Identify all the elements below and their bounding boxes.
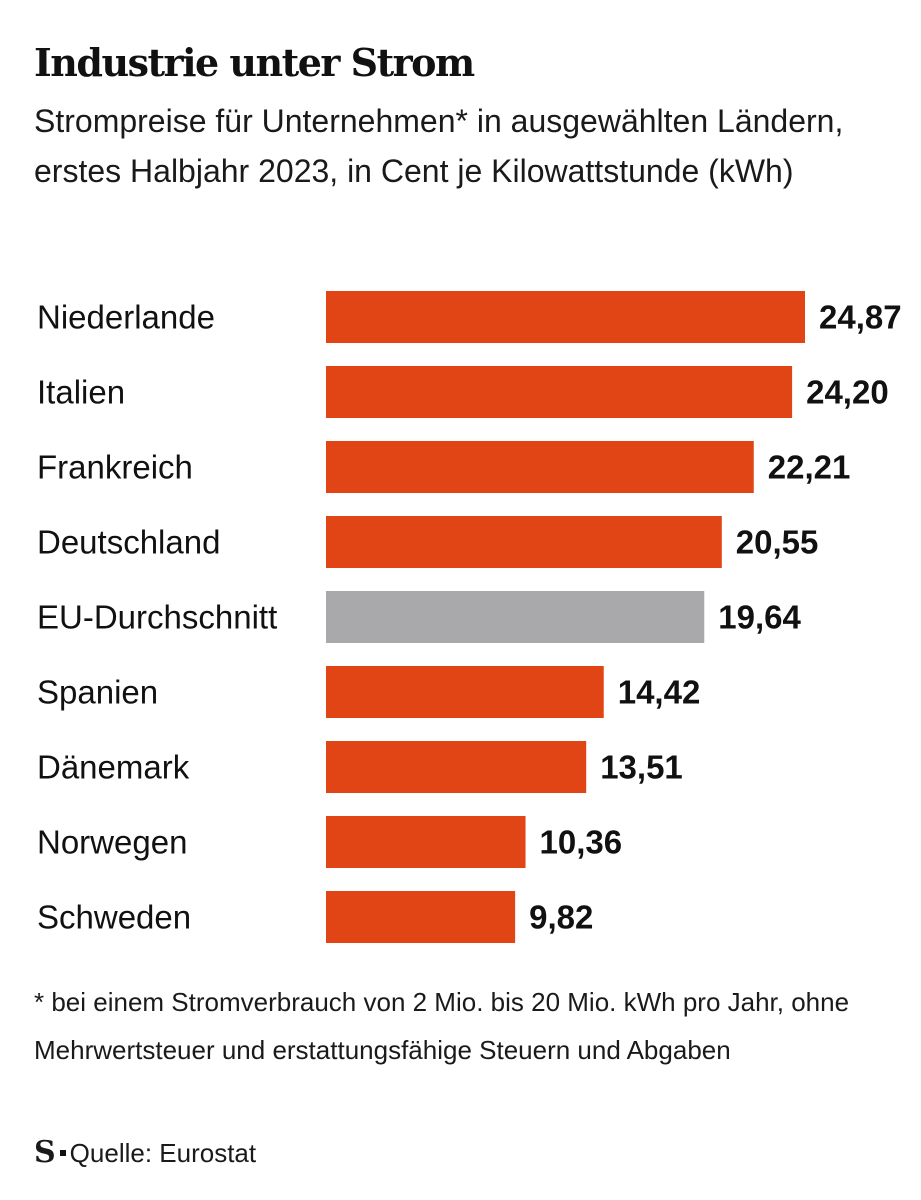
source-line: S Quelle: Eurostat [34, 1133, 256, 1173]
category-label: Spanien [37, 674, 158, 711]
chart-title: Industrie unter Strom [34, 40, 475, 85]
category-label: EU-Durchschnitt [37, 599, 277, 636]
chart-subtitle: Strompreise für Unternehmen* in ausgewäh… [34, 103, 844, 189]
bar [326, 891, 516, 943]
bar [326, 816, 526, 868]
bar [326, 516, 722, 568]
value-label: 24,87 [819, 299, 902, 336]
value-label: 24,20 [806, 374, 889, 411]
source-text: Quelle: Eurostat [69, 1138, 257, 1168]
bar [326, 291, 805, 343]
value-label: 13,51 [600, 749, 683, 786]
bar-chart: Niederlande 24,87 Italien 24,20 Frankreich 22… [37, 291, 902, 943]
value-label: 20,55 [736, 524, 819, 561]
bar [326, 741, 587, 793]
bar [326, 591, 705, 643]
bar [326, 441, 754, 493]
value-label: 22,21 [768, 449, 851, 486]
category-label: Norwegen [37, 824, 187, 861]
category-label: Deutschland [37, 524, 220, 561]
category-label: Niederlande [37, 299, 215, 336]
value-label: 14,42 [618, 674, 701, 711]
category-label: Frankreich [37, 449, 193, 486]
bar [326, 666, 604, 718]
value-label: 9,82 [529, 899, 593, 936]
category-label: Dänemark [37, 749, 190, 786]
category-label: Schweden [37, 899, 191, 936]
logo-dot [59, 1150, 66, 1156]
value-label: 10,36 [540, 824, 623, 861]
value-label: 19,64 [718, 599, 801, 636]
footnote: * bei einem Stromverbrauch von 2 Mio. bi… [34, 987, 850, 1065]
publisher-logo-icon: S [34, 1135, 56, 1170]
bar [326, 366, 793, 418]
category-label: Italien [37, 374, 125, 411]
